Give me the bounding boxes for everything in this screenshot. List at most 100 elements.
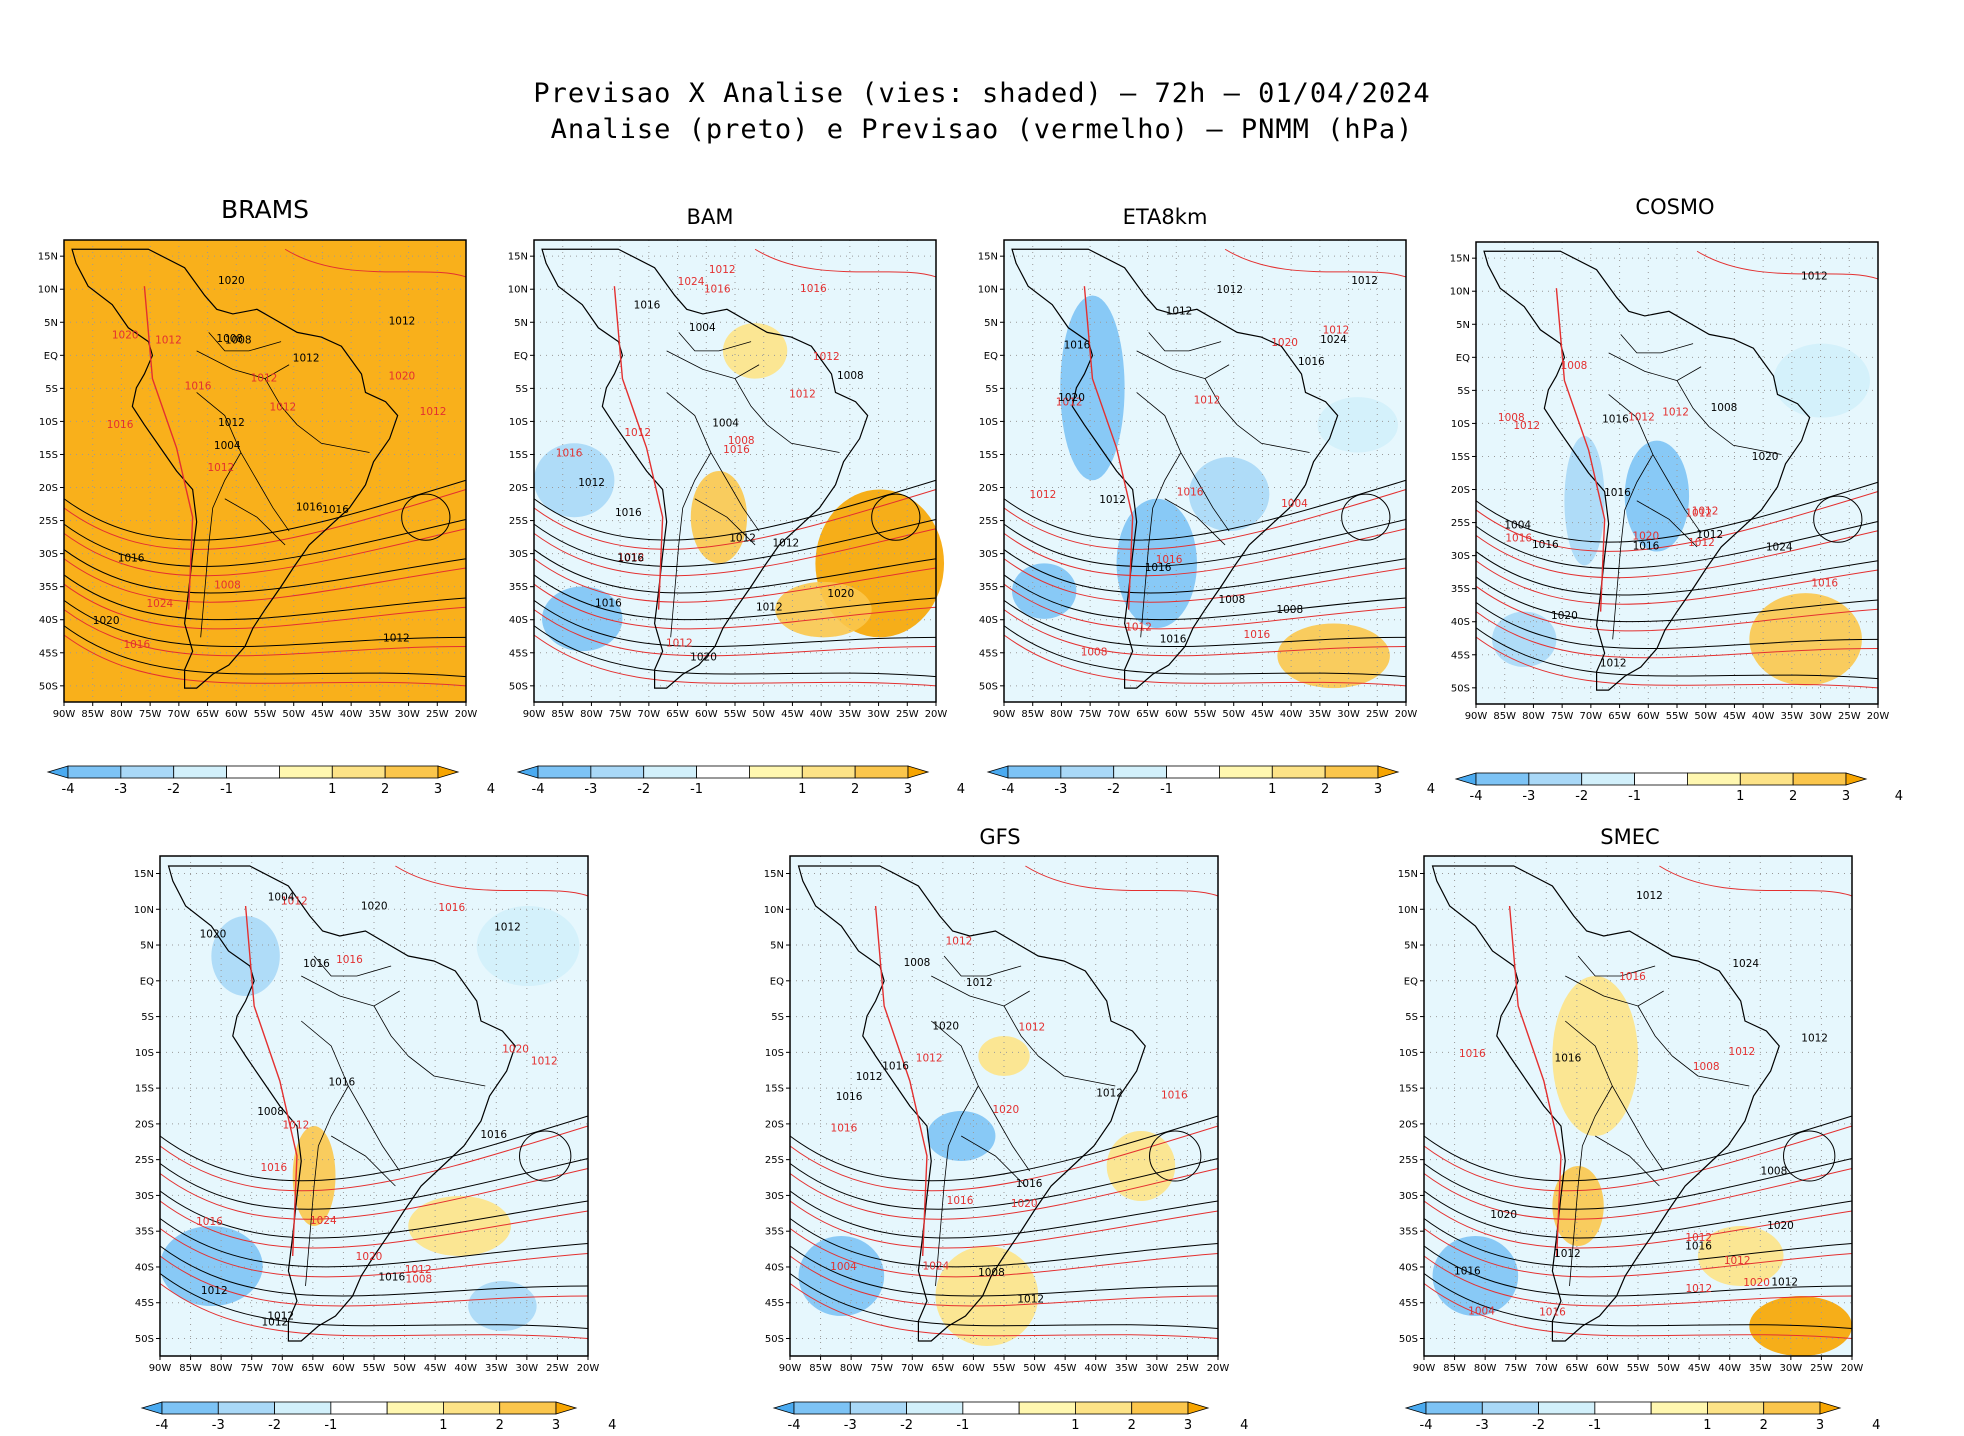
isobar-label: 1012: [1801, 270, 1828, 282]
colorbar-label: 4: [1895, 789, 1903, 804]
bias-region: [1106, 1131, 1176, 1201]
colorbar-box: [793, 1401, 851, 1415]
country-border: [766, 424, 840, 453]
isobar-label: 1008: [837, 370, 864, 382]
lon-tick-label: 60W: [962, 1363, 985, 1374]
isobar-label: 1008: [214, 579, 241, 591]
country-border: [1608, 394, 1670, 483]
analysis-isobar: [533, 519, 937, 567]
isobar-label: 1016: [836, 1091, 863, 1103]
colorbar-label: 4: [487, 782, 495, 797]
isobar-label: 1020: [356, 1251, 383, 1263]
analysis-isobar: [789, 1218, 1219, 1268]
lon-tick-label: 70W: [1108, 709, 1131, 720]
forecast-isobar: [1475, 585, 1879, 632]
analysis-isobar: [1475, 576, 1879, 623]
colorbar-label: 3: [1374, 782, 1382, 797]
analysis-isobar: [533, 599, 937, 647]
analysis-isobar: [1423, 1273, 1853, 1329]
isobar-label: 1016: [1505, 532, 1532, 544]
isobar-label: 1020: [1490, 1209, 1517, 1221]
colorbar-gfs: -4 -3 -2 -1 1 2 3 4: [772, 1401, 1248, 1433]
country-border: [935, 1085, 979, 1287]
isobar-label: 1012: [155, 335, 182, 347]
isobar-label: 1012: [1030, 489, 1057, 501]
colorbar-label: -4: [532, 782, 545, 797]
lat-tick-label: 40S: [765, 1262, 784, 1273]
forecast-isobar: [63, 583, 467, 630]
analysis-isobar: [63, 549, 467, 594]
colorbar-label: 2: [1760, 1418, 1768, 1433]
isobar-label: 1020: [361, 901, 388, 913]
lon-tick-label: 35W: [485, 1363, 508, 1374]
colorbar-box: [1475, 772, 1530, 786]
lat-tick-label: 35S: [1399, 1227, 1418, 1238]
analysis-isobar: [1003, 625, 1407, 678]
lon-tick-label: 70W: [1580, 711, 1603, 722]
colorbar-box: [906, 1401, 964, 1415]
analysis-isobar: [1003, 549, 1407, 594]
country-border: [1569, 1085, 1613, 1287]
lat-tick-label: 25S: [765, 1155, 784, 1166]
map-panel-bam: 1016101610161012101210121016101210081012…: [508, 239, 947, 720]
bias-region: [798, 1236, 885, 1316]
country-border: [1671, 1055, 1750, 1087]
lat-tick-label: 5S: [771, 1012, 784, 1023]
forecast-isobar: [1423, 1255, 1853, 1307]
isobar-label: 1004: [712, 417, 739, 429]
analysis-isobar: [789, 1158, 1219, 1210]
isobar-label: 1016: [1161, 1089, 1188, 1101]
forecast-isobar: [533, 583, 937, 630]
isobar-label: 1012: [1636, 890, 1663, 902]
lon-tick-label: 85W: [809, 1363, 832, 1374]
isobar-label: 1016: [617, 553, 644, 565]
panel-title-eta8km: ETA8km: [1122, 205, 1208, 229]
analysis-isobar: [63, 625, 467, 678]
country-border: [1629, 1115, 1665, 1172]
lon-tick-label: 90W: [993, 709, 1016, 720]
colorbar-extend-low: [140, 1401, 163, 1415]
isobar-label: 1012: [1692, 505, 1719, 517]
isobar-label: 1008: [1761, 1165, 1788, 1177]
isobar-label: 1016: [800, 283, 827, 295]
colorbar-box: [384, 765, 439, 779]
lon-tick-label: 85W: [1493, 711, 1516, 722]
forecast-isobar: [789, 1200, 1219, 1249]
isobar-label: 1012: [624, 427, 651, 439]
bias-region: [292, 1126, 336, 1226]
colorbar-box: [849, 1401, 907, 1415]
isobar-label: 1004: [1281, 498, 1308, 510]
isobar-label: 1012: [772, 537, 799, 549]
isobar-label: 1016: [1454, 1265, 1481, 1277]
isobar-label: 1016: [322, 504, 349, 516]
lat-tick-label: 35S: [1451, 584, 1470, 595]
isobar-label: 1012: [578, 477, 605, 489]
forecast-isobar: [284, 248, 467, 278]
analysis-isobar: [1475, 627, 1879, 680]
lat-tick-label: 30S: [1451, 551, 1470, 562]
lat-tick-label: 45S: [765, 1298, 784, 1309]
isobar-label: 1016: [1532, 539, 1559, 551]
lon-tick-label: 60W: [332, 1363, 355, 1374]
forecast-isobar: [395, 865, 589, 897]
isobar-label: 1012: [420, 406, 447, 418]
bias-region: [1749, 593, 1862, 686]
analysis-isobar: [1149, 1130, 1202, 1182]
isobar-label: 1004: [1468, 1306, 1495, 1318]
lat-tick-label: 25S: [979, 516, 998, 527]
colorbar-box: [1792, 772, 1847, 786]
isobar-label: 1016: [438, 902, 465, 914]
lat-tick-label: 25S: [1451, 518, 1470, 529]
isobar-label: 1012: [946, 935, 973, 947]
analysis-isobar: [1423, 1115, 1853, 1182]
lat-tick-label: 10N: [134, 905, 154, 916]
colorbar-extend-high: [1819, 1401, 1842, 1415]
forecast-isobar: [63, 558, 467, 603]
lon-tick-label: 90W: [523, 709, 546, 720]
colorbar-label: -1: [1160, 782, 1173, 797]
isobar-label: 1016: [704, 284, 731, 296]
lat-tick-label: 20S: [979, 483, 998, 494]
isobar-label: 1012: [709, 264, 736, 276]
country-border: [678, 332, 752, 352]
country-border: [1637, 1005, 1673, 1057]
